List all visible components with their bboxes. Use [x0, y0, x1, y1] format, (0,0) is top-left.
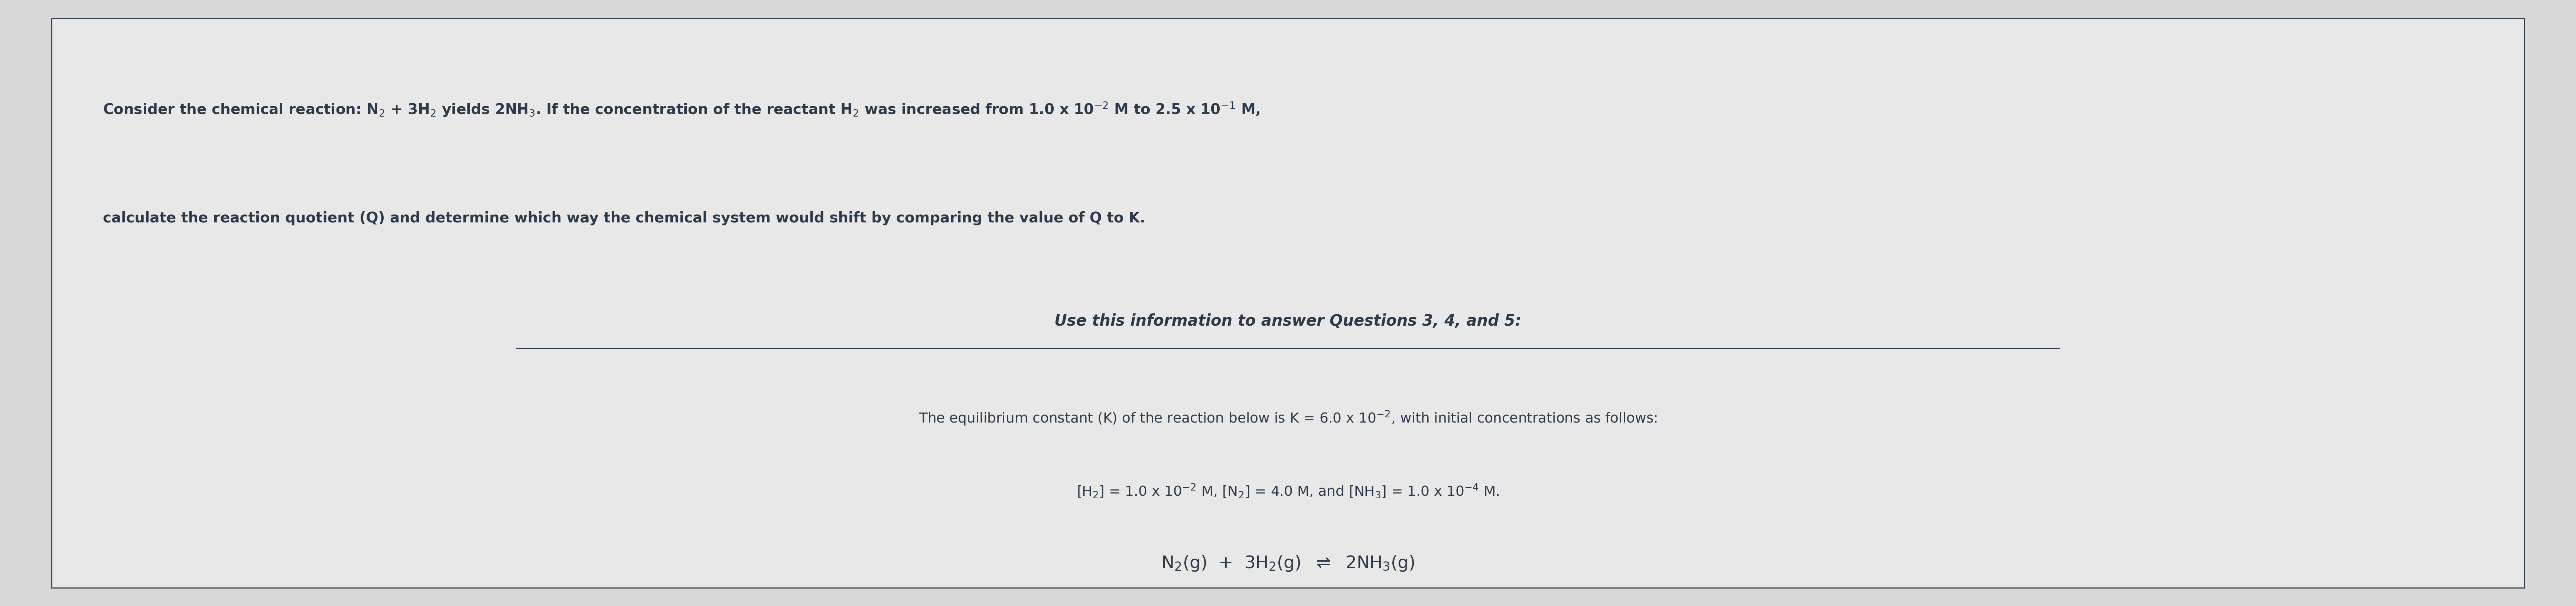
Text: N$_2$(g)  +  3H$_2$(g)  $\rightleftharpoons$  2NH$_3$(g): N$_2$(g) + 3H$_2$(g) $\rightleftharpoons…	[1162, 554, 1414, 573]
Text: The equilibrium constant (K) of the reaction below is K = 6.0 x 10$^{-2}$, with : The equilibrium constant (K) of the reac…	[920, 410, 1656, 427]
Text: Use this information to answer Questions 3, 4, and 5:: Use this information to answer Questions…	[1054, 313, 1522, 329]
Text: Consider the chemical reaction: N$_2$ + 3H$_2$ yields 2NH$_3$. If the concentrat: Consider the chemical reaction: N$_2$ + …	[103, 100, 1260, 118]
Text: [H$_2$] = 1.0 x 10$^{-2}$ M, [N$_2$] = 4.0 M, and [NH$_3$] = 1.0 x 10$^{-4}$ M.: [H$_2$] = 1.0 x 10$^{-2}$ M, [N$_2$] = 4…	[1077, 482, 1499, 499]
FancyBboxPatch shape	[52, 18, 2524, 588]
Text: calculate the reaction quotient (Q) and determine which way the chemical system : calculate the reaction quotient (Q) and …	[103, 211, 1146, 225]
